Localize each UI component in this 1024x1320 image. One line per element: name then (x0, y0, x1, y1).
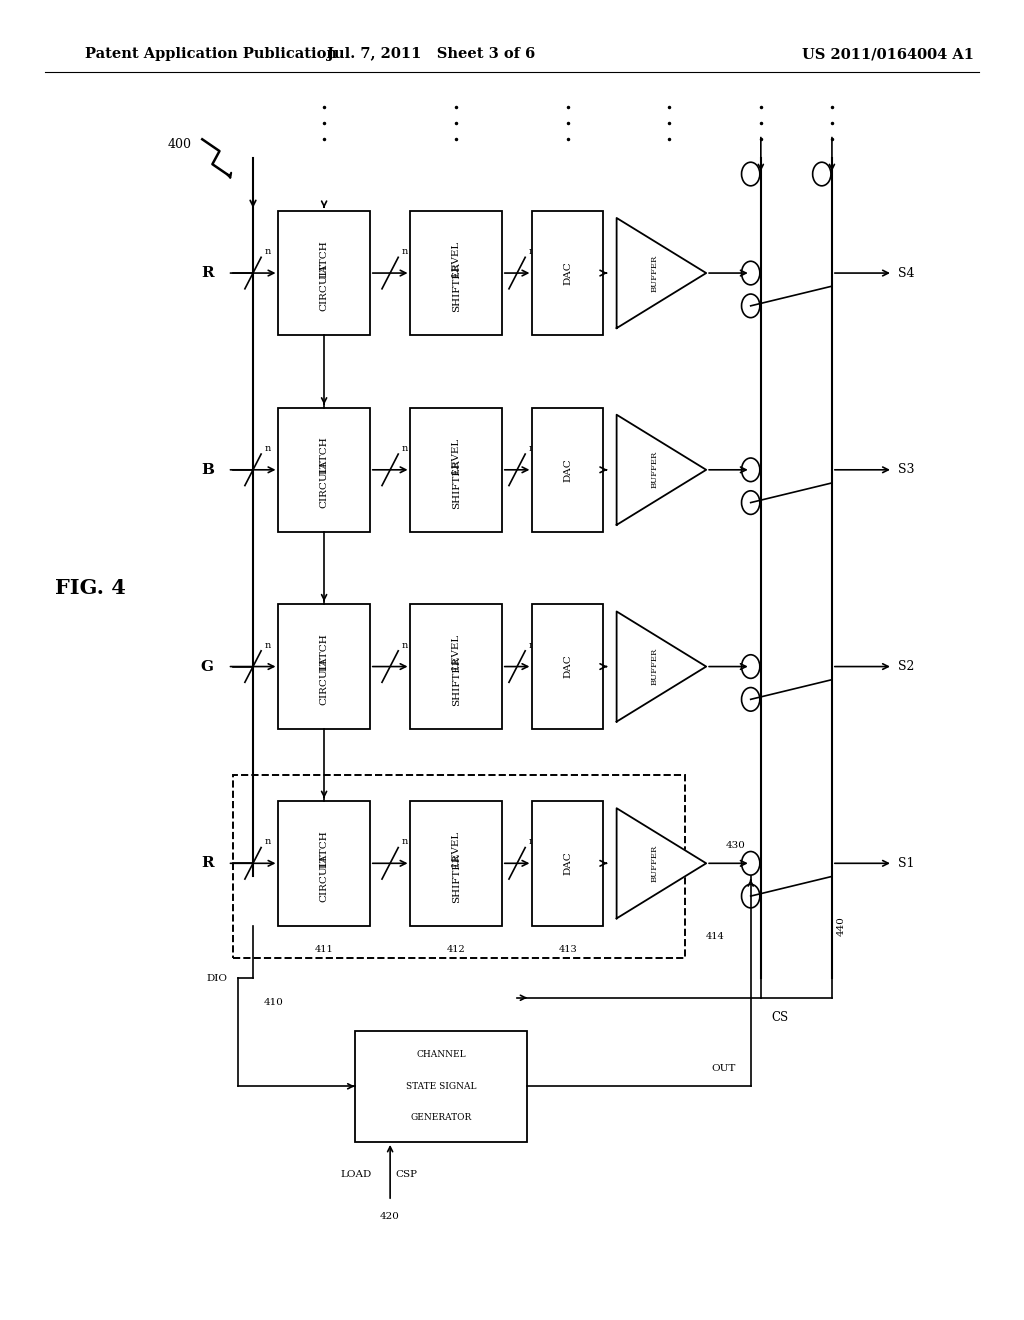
Text: S3: S3 (898, 463, 914, 477)
Text: LATCH: LATCH (319, 634, 329, 671)
Bar (279, 605, 370, 729)
Bar (279, 408, 370, 532)
Text: n: n (264, 640, 270, 649)
Polygon shape (616, 414, 707, 525)
Text: SHIFTER: SHIFTER (452, 656, 461, 706)
Text: n: n (528, 444, 535, 453)
Polygon shape (616, 218, 707, 329)
Text: B: B (201, 463, 214, 477)
Text: 410: 410 (263, 998, 284, 1007)
Text: DAC: DAC (563, 458, 572, 482)
Bar (532, 801, 603, 925)
Text: 411: 411 (314, 945, 334, 954)
Text: CIRCUIT: CIRCUIT (319, 264, 329, 312)
Bar (532, 605, 603, 729)
Text: n: n (401, 247, 408, 256)
Text: CSP: CSP (395, 1171, 417, 1179)
Text: DAC: DAC (563, 261, 572, 285)
Text: G: G (201, 660, 214, 673)
Bar (532, 408, 603, 532)
Text: DAC: DAC (563, 655, 572, 678)
Text: CHANNEL: CHANNEL (416, 1051, 466, 1060)
Text: 420: 420 (380, 1212, 400, 1221)
Text: 414: 414 (707, 932, 725, 941)
Text: 430: 430 (726, 841, 745, 850)
Text: n: n (401, 640, 408, 649)
Text: CIRCUIT: CIRCUIT (319, 854, 329, 902)
Bar (411, 605, 502, 729)
Bar (279, 211, 370, 335)
Text: LATCH: LATCH (319, 830, 329, 867)
Text: SHIFTER: SHIFTER (452, 263, 461, 313)
Text: S1: S1 (898, 857, 914, 870)
Text: n: n (528, 247, 535, 256)
Polygon shape (616, 808, 707, 919)
Text: FIG. 4: FIG. 4 (55, 578, 126, 598)
Bar (279, 801, 370, 925)
Bar (232, 775, 685, 958)
Text: LEVEL: LEVEL (452, 830, 461, 867)
Bar (354, 1031, 527, 1142)
Bar (532, 211, 603, 335)
Text: LEVEL: LEVEL (452, 634, 461, 671)
Polygon shape (616, 611, 707, 722)
Text: GENERATOR: GENERATOR (411, 1113, 471, 1122)
Text: S2: S2 (898, 660, 914, 673)
Text: LATCH: LATCH (319, 437, 329, 474)
Text: SHIFTER: SHIFTER (452, 459, 461, 510)
Text: BUFFER: BUFFER (651, 451, 659, 488)
Text: BUFFER: BUFFER (651, 255, 659, 292)
Text: Patent Application Publication: Patent Application Publication (85, 48, 338, 61)
Text: 412: 412 (446, 945, 466, 954)
Bar (411, 211, 502, 335)
Text: SHIFTER: SHIFTER (452, 853, 461, 903)
Text: n: n (264, 247, 270, 256)
Text: CS: CS (771, 1011, 788, 1024)
Text: BUFFER: BUFFER (651, 648, 659, 685)
Text: n: n (528, 640, 535, 649)
Text: CIRCUIT: CIRCUIT (319, 657, 329, 705)
Text: n: n (264, 837, 270, 846)
Text: US 2011/0164004 A1: US 2011/0164004 A1 (802, 48, 974, 61)
Text: DIO: DIO (207, 974, 227, 982)
Text: DAC: DAC (563, 851, 572, 875)
Text: LEVEL: LEVEL (452, 240, 461, 277)
Text: Jul. 7, 2011   Sheet 3 of 6: Jul. 7, 2011 Sheet 3 of 6 (327, 48, 535, 61)
Text: LEVEL: LEVEL (452, 437, 461, 474)
Text: LATCH: LATCH (319, 240, 329, 277)
Text: BUFFER: BUFFER (651, 845, 659, 882)
Bar (411, 801, 502, 925)
Text: R: R (201, 267, 214, 280)
Text: CIRCUIT: CIRCUIT (319, 461, 329, 508)
Text: n: n (401, 444, 408, 453)
Text: n: n (401, 837, 408, 846)
Text: STATE SIGNAL: STATE SIGNAL (406, 1082, 476, 1090)
Text: 400: 400 (168, 139, 193, 150)
Text: 440: 440 (837, 916, 846, 936)
Bar (411, 408, 502, 532)
Text: OUT: OUT (711, 1064, 735, 1073)
Text: 413: 413 (558, 945, 578, 954)
Text: R: R (201, 857, 214, 870)
Text: n: n (264, 444, 270, 453)
Text: LOAD: LOAD (341, 1171, 372, 1179)
Text: S4: S4 (898, 267, 914, 280)
Text: n: n (528, 837, 535, 846)
